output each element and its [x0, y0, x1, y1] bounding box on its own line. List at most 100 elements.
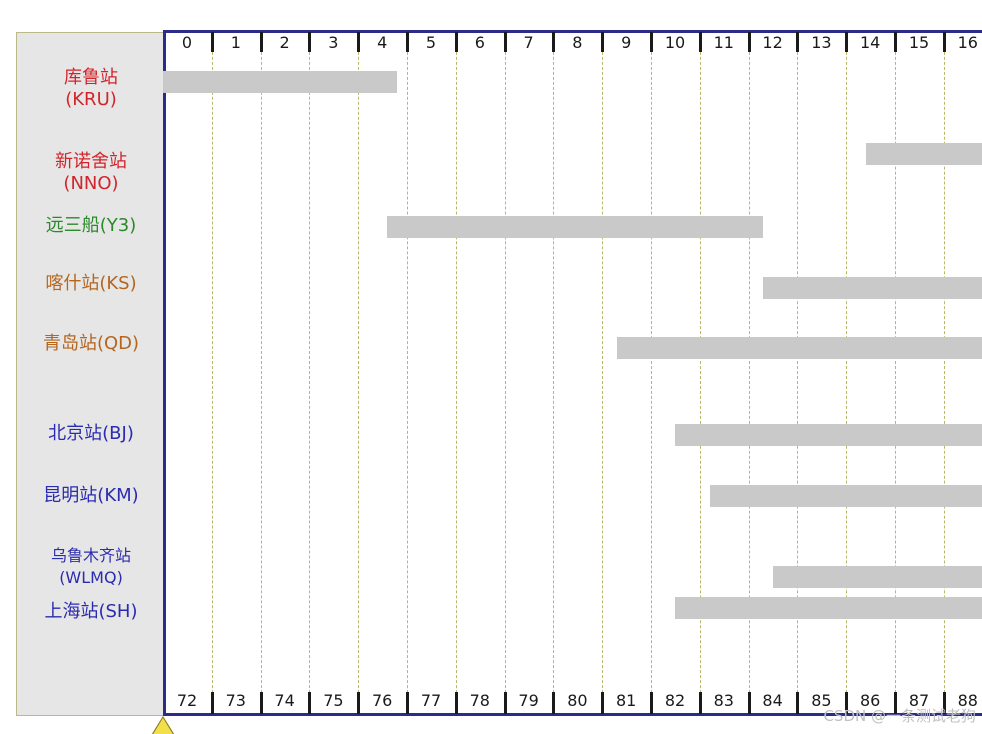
- bottom-tick-mark: [942, 692, 946, 714]
- schedule-bar[interactable]: [865, 143, 982, 165]
- grid-line: [943, 32, 945, 713]
- bottom-tick-label: 76: [372, 691, 393, 710]
- top-tick-label: 8: [572, 33, 583, 52]
- bottom-tick-label: 85: [811, 691, 832, 710]
- top-tick-label: 14: [860, 33, 881, 52]
- bottom-tick-label: 79: [518, 691, 539, 710]
- top-tick-mark: [210, 32, 214, 52]
- top-tick-label: 4: [377, 33, 388, 52]
- bottom-tick-mark: [747, 692, 751, 714]
- bottom-tick-mark: [601, 692, 605, 714]
- top-tick-mark: [503, 32, 507, 52]
- bottom-tick-mark: [308, 692, 312, 714]
- top-tick-label: 13: [811, 33, 832, 52]
- bottom-tick-label: 86: [860, 691, 881, 710]
- grid-line: [455, 32, 457, 713]
- schedule-bar[interactable]: [675, 424, 982, 446]
- grid-line: [748, 32, 750, 713]
- bottom-axis-line: [163, 713, 982, 716]
- schedule-bar[interactable]: [675, 597, 982, 619]
- bottom-tick-mark: [552, 692, 556, 714]
- start-marker-triangle[interactable]: [152, 718, 174, 734]
- schedule-bar[interactable]: [773, 566, 982, 588]
- grid-line: [211, 32, 213, 713]
- bottom-tick-label: 78: [469, 691, 490, 710]
- grid-line: [651, 32, 652, 713]
- bottom-tick-label: 87: [908, 691, 930, 710]
- bottom-tick-mark: [357, 692, 361, 714]
- bottom-tick-label: 83: [713, 691, 734, 710]
- top-tick-label: 1: [230, 33, 241, 52]
- station-label: 库鲁站 (KRU): [64, 67, 118, 110]
- bottom-tick-mark: [650, 692, 653, 714]
- station-label: 远三船(Y3): [45, 215, 137, 236]
- grid-line: [895, 32, 896, 713]
- top-tick-label: 6: [474, 33, 485, 52]
- top-tick-mark: [747, 32, 751, 52]
- schedule-bar[interactable]: [387, 216, 764, 238]
- bottom-tick-mark: [796, 692, 800, 714]
- top-tick-mark: [650, 32, 653, 52]
- station-label: 乌鲁木齐站 (WLMQ): [50, 546, 131, 587]
- bottom-tick-mark: [845, 692, 849, 714]
- bottom-tick-mark: [259, 692, 263, 714]
- bottom-tick-label: 75: [323, 691, 344, 710]
- top-tick-mark: [942, 32, 946, 52]
- top-tick-label: 12: [762, 33, 783, 52]
- top-tick-label: 7: [523, 33, 534, 52]
- bottom-tick-label: 77: [420, 691, 442, 710]
- top-tick-mark: [259, 32, 263, 52]
- grid-line: [309, 32, 311, 713]
- top-tick-label: 9: [621, 33, 632, 52]
- schedule-bar[interactable]: [763, 277, 982, 299]
- bottom-tick-label: 84: [762, 691, 783, 710]
- grid-line: [260, 32, 262, 713]
- top-tick-label: 5: [425, 33, 437, 52]
- bottom-tick-mark: [503, 692, 507, 714]
- top-tick-label: 11: [713, 33, 734, 52]
- station-label: 新诺舍站 (NNO): [55, 151, 127, 194]
- bottom-tick-label: 82: [664, 691, 686, 710]
- grid-line: [358, 32, 360, 713]
- watermark-text: CSDN @一条测试老狗: [823, 707, 976, 725]
- grid-line: [602, 32, 604, 713]
- bottom-tick-label: 81: [616, 691, 637, 710]
- left-axis-line: [163, 30, 166, 716]
- top-tick-label: 15: [908, 33, 930, 52]
- top-tick-mark: [601, 32, 605, 52]
- bottom-tick-mark: [454, 692, 458, 714]
- station-label-panel: 库鲁站 (KRU) 新诺舍站 (NNO) 远三船(Y3) 喀什站(KS) 青岛站(QD)…: [16, 32, 164, 716]
- bottom-tick-label: 80: [567, 691, 588, 710]
- bottom-tick-label: 88: [957, 691, 978, 710]
- station-label: 青岛站(QD): [42, 333, 140, 354]
- time-grid: 0 1 2 3 4 5 6 7 8 9 10 11 12 13 14 15 16 72 73 74 75 76 77 78 79…: [163, 30, 982, 718]
- grid-line: [797, 32, 799, 713]
- bottom-tick-mark: [894, 692, 897, 714]
- top-tick-label: 3: [328, 33, 339, 52]
- grid-line: [699, 32, 701, 713]
- schedule-bar[interactable]: [163, 71, 398, 93]
- top-tick-label: 16: [957, 33, 978, 52]
- bottom-tick-label: 72: [176, 691, 198, 710]
- top-tick-mark: [796, 32, 800, 52]
- top-tick-mark: [454, 32, 458, 52]
- top-tick-mark: [845, 32, 849, 52]
- schedule-bar[interactable]: [616, 337, 982, 359]
- top-tick-mark: [308, 32, 312, 52]
- bottom-tick-mark: [406, 692, 409, 714]
- schedule-bar[interactable]: [709, 485, 982, 507]
- grid-line: [846, 32, 848, 713]
- bottom-tick-mark: [210, 692, 214, 714]
- station-label: 喀什站(KS): [45, 273, 137, 294]
- top-axis-line: [163, 30, 982, 33]
- grid-line: [504, 32, 506, 713]
- station-label: 北京站(BJ): [48, 423, 134, 444]
- station-label: 上海站(SH): [44, 601, 138, 622]
- station-label: 昆明站(KM): [43, 485, 139, 506]
- bottom-tick-mark: [698, 692, 702, 714]
- top-tick-mark: [552, 32, 556, 52]
- bottom-tick-label: 74: [274, 691, 295, 710]
- top-tick-mark: [357, 32, 361, 52]
- top-tick-label: 0: [181, 33, 193, 52]
